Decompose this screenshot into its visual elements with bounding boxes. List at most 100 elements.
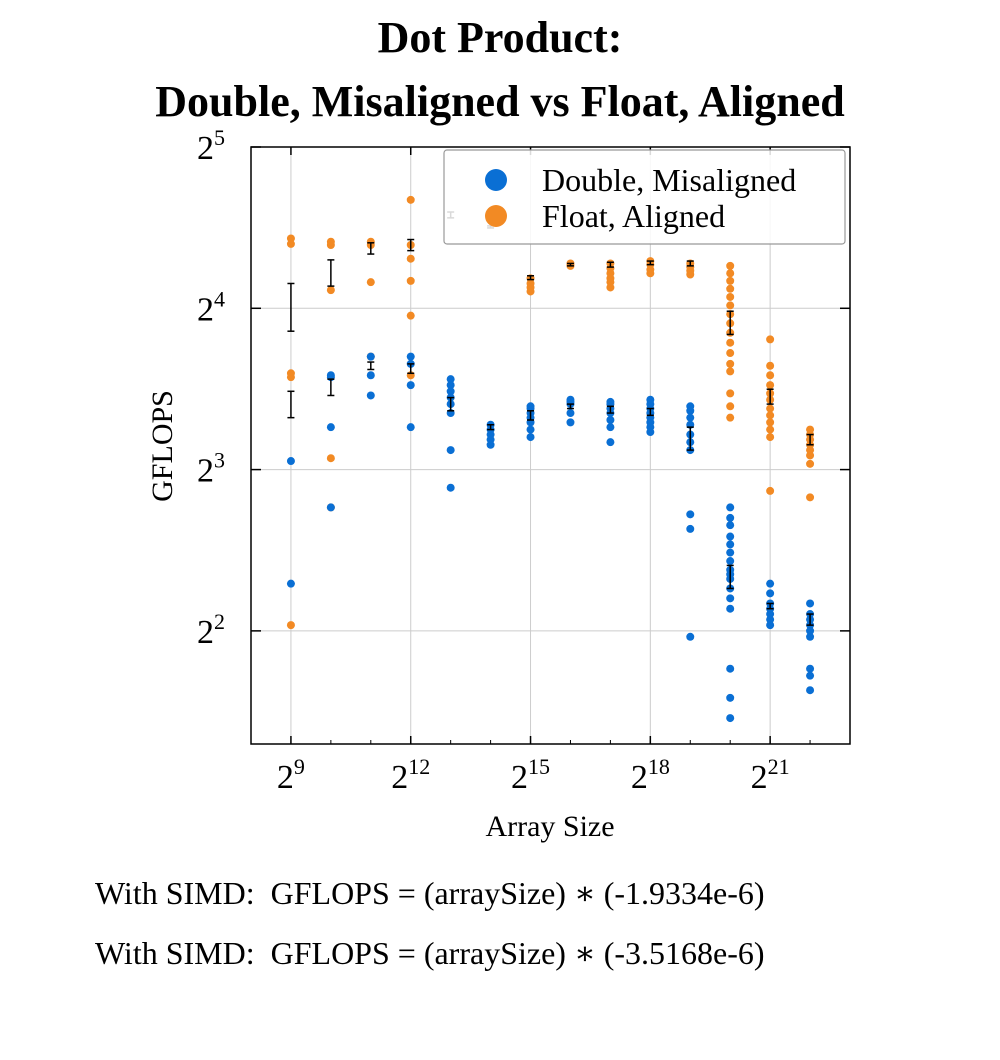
data-point [806, 459, 815, 468]
data-point [286, 239, 295, 248]
legend-label-double: Double, Misaligned [542, 162, 796, 198]
data-point [766, 589, 775, 598]
float-aligned-series [286, 195, 815, 630]
data-point [806, 671, 815, 680]
data-point [806, 626, 815, 635]
data-point [406, 381, 415, 390]
data-point [406, 195, 415, 204]
data-point [726, 284, 735, 293]
data-point [286, 579, 295, 588]
data-point [726, 604, 735, 613]
double-misaligned-series [286, 352, 815, 723]
data-point [726, 276, 735, 285]
plot-frame [250, 146, 851, 745]
data-point [686, 632, 695, 641]
data-point [446, 483, 455, 492]
data-point [406, 311, 415, 320]
data-point [366, 371, 375, 380]
data-point [566, 409, 575, 418]
legend-marker-float [485, 205, 507, 227]
data-point [766, 621, 775, 630]
data-point [726, 389, 735, 398]
data-point [326, 454, 335, 463]
data-point [286, 373, 295, 382]
data-point [326, 503, 335, 512]
legend-label-float: Float, Aligned [542, 198, 725, 234]
error-bars [287, 211, 814, 626]
data-point [726, 402, 735, 411]
data-point [766, 371, 775, 380]
data-point [326, 423, 335, 432]
data-point [726, 367, 735, 376]
data-point [446, 381, 455, 390]
data-point [486, 440, 495, 449]
data-point [686, 406, 695, 415]
data-point [766, 404, 775, 413]
data-point [606, 415, 615, 424]
data-point [686, 270, 695, 279]
y-tick-label: 25 [197, 125, 225, 167]
x-tick-label: 212 [391, 754, 430, 796]
data-point [606, 283, 615, 292]
data-point [766, 361, 775, 370]
data-point [806, 686, 815, 695]
data-point [806, 451, 815, 460]
data-point [606, 438, 615, 447]
data-point [726, 349, 735, 358]
data-point [726, 594, 735, 603]
data-point [326, 241, 335, 250]
data-point [726, 301, 735, 310]
data-point [806, 493, 815, 502]
data-point [726, 413, 735, 422]
data-point [726, 359, 735, 368]
data-point [446, 375, 455, 384]
data-point [726, 557, 735, 566]
data-point [446, 446, 455, 455]
data-point [766, 433, 775, 442]
grid-lines [251, 147, 850, 744]
x-tick-label: 218 [631, 754, 670, 796]
data-point [726, 548, 735, 557]
data-point [726, 714, 735, 723]
legend-box [443, 149, 846, 245]
x-tick-label: 29 [277, 754, 305, 796]
data-point [726, 292, 735, 301]
formula-line-2: With SIMD: GFLOPS = (arraySize) ∗ (-3.51… [95, 935, 765, 971]
data-point [766, 425, 775, 434]
data-point [766, 610, 775, 619]
data-point [286, 621, 295, 630]
data-point [646, 269, 655, 278]
data-point [726, 664, 735, 673]
data-point [526, 425, 535, 434]
data-point [406, 254, 415, 263]
data-point [446, 387, 455, 396]
data-point [806, 632, 815, 641]
data-point [726, 521, 735, 530]
data-point [366, 391, 375, 400]
data-point [526, 287, 535, 296]
data-point [286, 457, 295, 466]
data-point [766, 411, 775, 420]
axis-ticks: 29 212 215 218 221 22 23 24 25 [197, 125, 850, 796]
data-point [726, 503, 735, 512]
data-point [366, 278, 375, 287]
data-point [766, 486, 775, 495]
data-point [766, 381, 775, 390]
data-point [726, 513, 735, 522]
data-point [766, 335, 775, 344]
data-point [406, 352, 415, 361]
data-point [526, 433, 535, 442]
x-axis-label: Array Size [485, 810, 614, 843]
data-point [766, 579, 775, 588]
data-point [806, 664, 815, 673]
legend: Double, Misaligned Float, Aligned [443, 149, 846, 245]
data-point [766, 418, 775, 427]
data-point [686, 524, 695, 533]
y-axis-label: GFLOPS [146, 390, 179, 502]
data-point [646, 428, 655, 437]
legend-marker-double [485, 169, 507, 191]
data-point [726, 693, 735, 702]
data-point [686, 413, 695, 422]
x-tick-label: 215 [511, 754, 550, 796]
data-point [686, 510, 695, 519]
